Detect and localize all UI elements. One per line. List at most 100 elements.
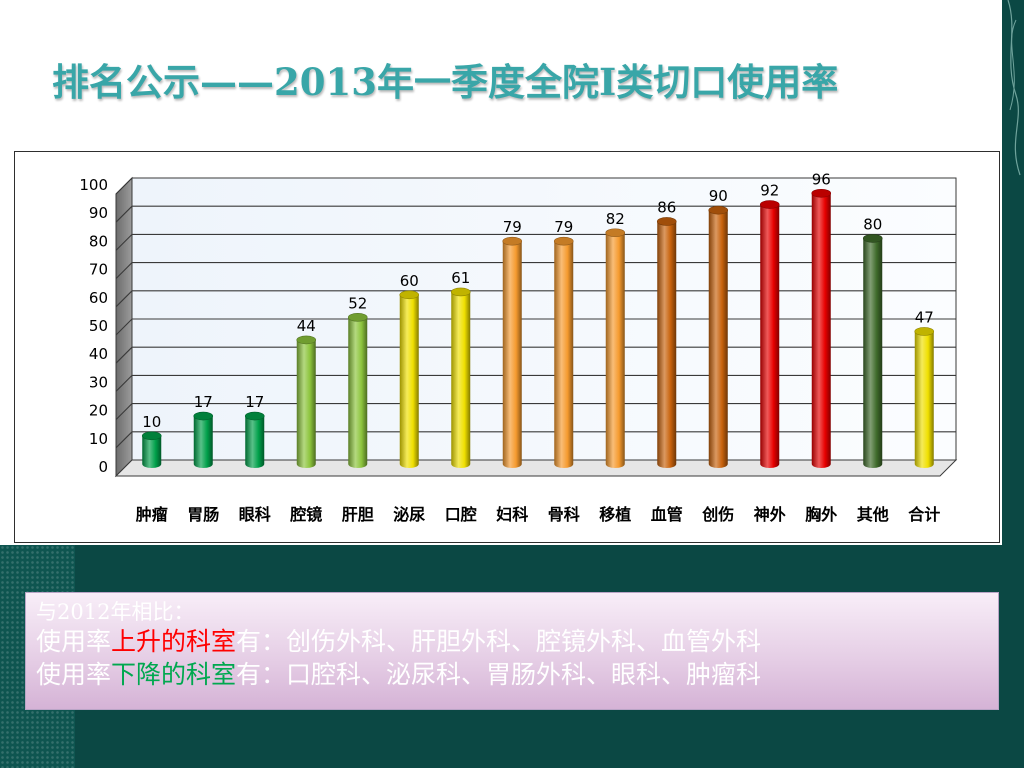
data-label: 61 (451, 269, 470, 287)
bar-神外 (759, 200, 780, 468)
data-label: 79 (503, 218, 522, 236)
bar-口腔 (450, 287, 471, 468)
bar-top (811, 188, 832, 198)
bar-body (811, 193, 831, 468)
y-tick-label: 60 (89, 289, 108, 307)
y-tick-label: 100 (79, 176, 108, 194)
falling-departments: 使用率下降的科室有：口腔科、泌尿科、胃肠外科、眼科、肿瘤科 (36, 658, 998, 691)
chart-floor (114, 459, 958, 477)
bar-top (141, 431, 162, 441)
gridline (115, 374, 956, 392)
bar-body (760, 204, 780, 468)
bar-body (399, 294, 419, 468)
bar-body (451, 291, 471, 468)
bar-top (502, 236, 523, 246)
gridline (115, 431, 956, 449)
bar-body (193, 416, 213, 468)
bar-top (193, 411, 214, 421)
bar-腔镜 (296, 335, 317, 468)
page-title: 排名公示——2013年一季度全院I类切口使用率 (52, 60, 839, 104)
x-tick-label: 其他 (857, 505, 889, 524)
data-label: 44 (297, 317, 316, 335)
bar-chart: 0 10 20 30 40 50 60 70 80 90 100 10 17 17 44 52 60 61 79 7… (79, 170, 958, 524)
y-tick-label: 0 (98, 458, 108, 476)
bar-top (759, 200, 780, 209)
bar-body (554, 241, 574, 468)
gridline (115, 233, 956, 251)
x-tick-label: 骨科 (548, 505, 580, 524)
bar-妇科 (502, 236, 523, 468)
bar-top (244, 411, 265, 421)
x-tick-label: 腔镜 (289, 505, 322, 524)
bar-body (657, 221, 677, 468)
bar-body (296, 339, 316, 468)
bar-骨科 (553, 236, 574, 468)
gridline (115, 177, 956, 195)
comparison-note: 与2012年相比： 使用率上升的科室有：创伤外科、肝胆外科、腔镜外科、血管外科 … (25, 592, 999, 710)
bar-body (245, 416, 265, 468)
gridline (115, 403, 956, 420)
falling-list: 有：口腔科、泌尿科、胃肠外科、眼科、肿瘤科 (236, 660, 762, 689)
data-label: 79 (554, 218, 573, 236)
rising-list: 有：创伤外科、肝胆外科、腔镜外科、血管外科 (236, 627, 762, 656)
gridline (115, 318, 956, 336)
x-tick-label: 泌尿 (393, 505, 425, 524)
y-tick-label: 10 (89, 430, 108, 448)
data-label: 90 (709, 187, 728, 205)
bar-top (450, 287, 471, 297)
bar-top (656, 217, 677, 226)
data-label: 86 (657, 198, 676, 216)
y-tick-label: 70 (89, 261, 108, 279)
data-label: 47 (915, 308, 934, 326)
bar-血管 (656, 217, 677, 468)
data-label: 10 (142, 413, 161, 431)
bar-top (553, 236, 574, 246)
data-label: 52 (348, 294, 367, 312)
bar-body (502, 241, 522, 468)
x-tick-label: 胃肠 (187, 505, 219, 524)
decorative-strip (1002, 0, 1024, 545)
data-label: 82 (606, 210, 625, 228)
gridline (115, 262, 956, 279)
bar-body (708, 210, 728, 468)
y-tick-label: 20 (89, 402, 108, 420)
y-tick-label: 80 (89, 232, 108, 250)
x-tick-label: 肝胆 (342, 505, 374, 524)
x-tick-label: 口腔 (445, 505, 477, 524)
data-label: 60 (400, 272, 419, 290)
bar-胃肠 (193, 411, 214, 468)
y-tick-label: 30 (89, 373, 108, 391)
x-tick-label: 妇科 (496, 505, 528, 524)
bar-body (142, 435, 162, 468)
bar-top (399, 290, 420, 300)
falling-label: 下降的科室 (111, 660, 237, 689)
bar-移植 (605, 228, 626, 468)
x-tick-label: 创伤 (701, 505, 734, 524)
bar-胸外 (811, 188, 832, 468)
bar-body (605, 232, 625, 468)
rising-departments: 使用率上升的科室有：创伤外科、肝胆外科、腔镜外科、血管外科 (36, 625, 998, 658)
data-label: 17 (245, 393, 264, 411)
x-tick-label: 肿瘤 (136, 505, 168, 524)
bar-合计 (914, 327, 935, 468)
bar-眼科 (244, 411, 265, 468)
gridline (115, 290, 956, 308)
bar-top (708, 205, 729, 215)
data-label: 92 (760, 182, 779, 200)
gridline (115, 346, 956, 364)
bar-肿瘤 (141, 431, 162, 468)
x-tick-label: 神外 (754, 505, 786, 524)
data-label: 96 (812, 170, 831, 188)
bar-创伤 (708, 205, 729, 468)
bar-top (914, 327, 935, 336)
bar-top (296, 335, 317, 345)
y-tick-label: 40 (89, 345, 108, 363)
x-tick-label: 合计 (908, 505, 940, 524)
bar-泌尿 (399, 290, 420, 468)
rising-label: 上升的科室 (111, 627, 237, 656)
data-label: 80 (863, 215, 882, 233)
x-tick-label: 血管 (651, 505, 683, 524)
bar-其他 (862, 234, 883, 468)
bar-body (914, 331, 934, 468)
chart-frame: 0 10 20 30 40 50 60 70 80 90 100 10 17 17 44 52 60 61 79 7… (14, 151, 1000, 543)
